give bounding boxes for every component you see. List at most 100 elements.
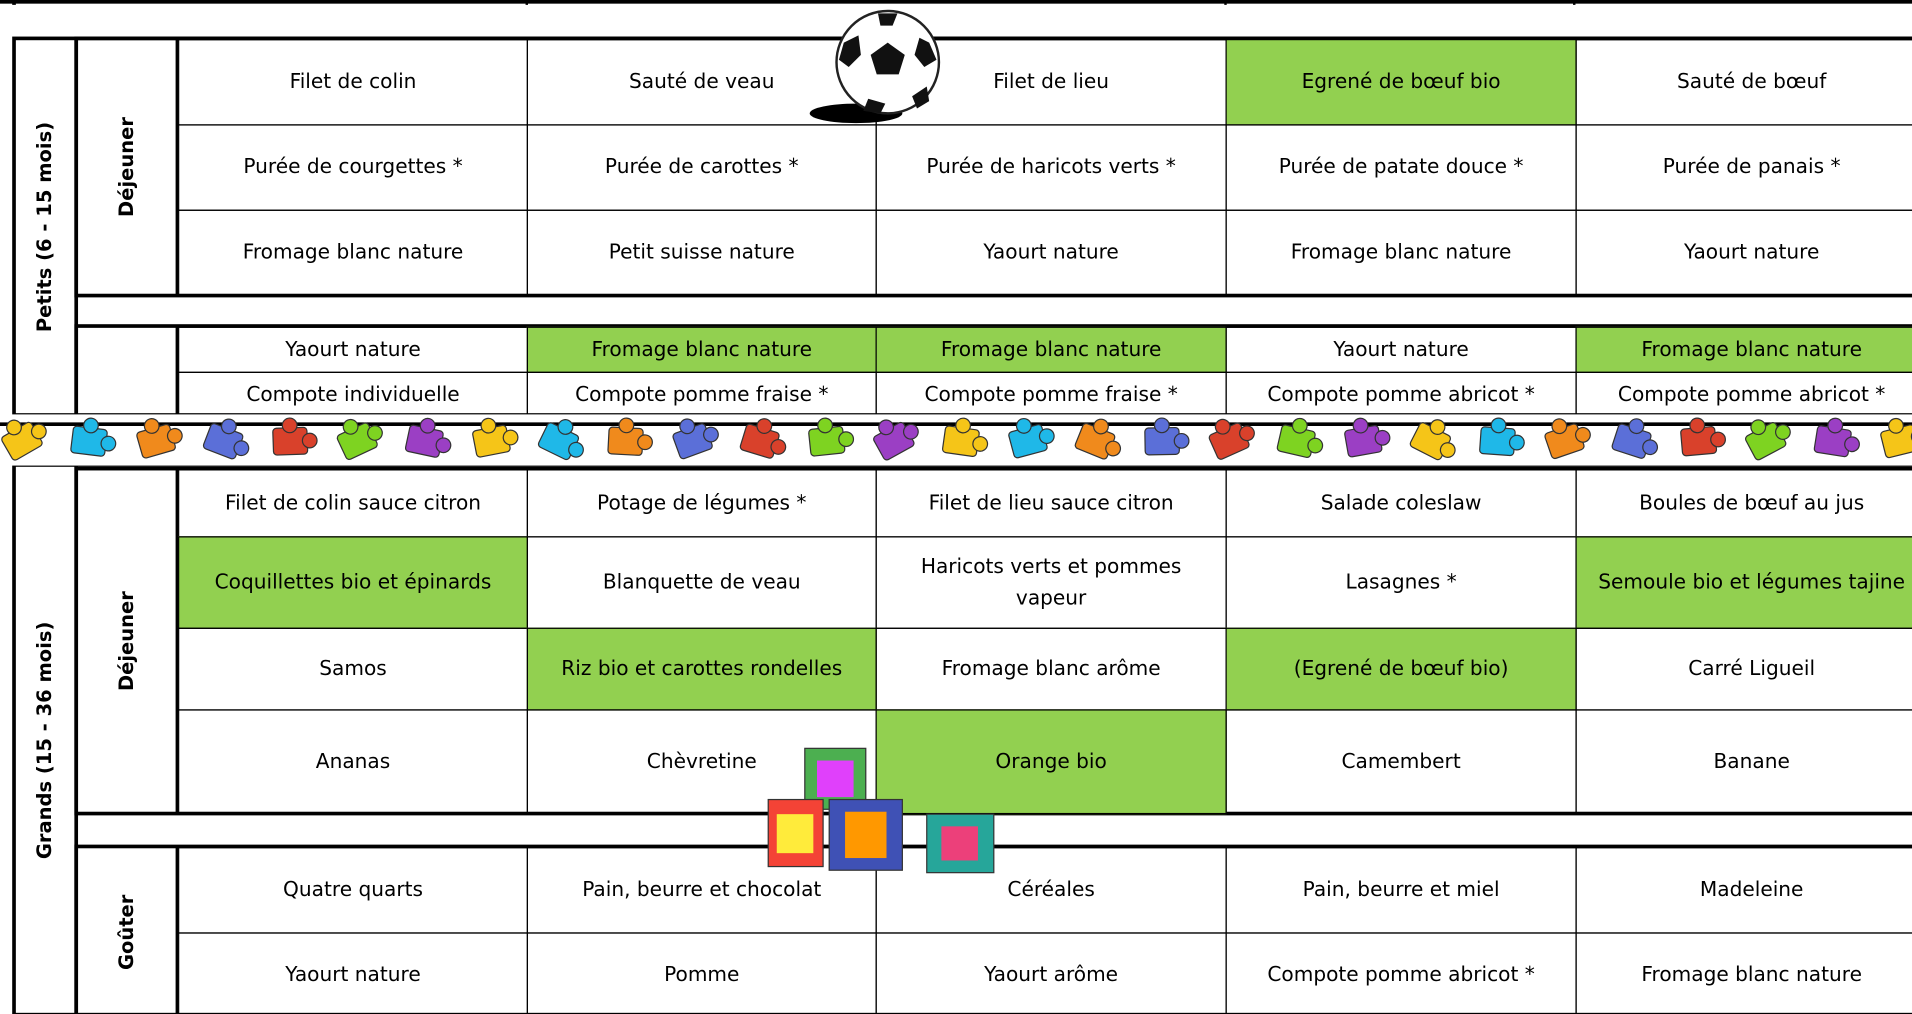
puzzle-piece	[70, 417, 117, 457]
puzzle-strip	[0, 414, 1912, 466]
meal-label-text: Déjeuner	[114, 117, 138, 217]
puzzle-piece	[1813, 417, 1860, 458]
menu-cell: Lasagnes *	[1225, 536, 1577, 629]
menu-cell: Boules de bœuf au jus	[1575, 469, 1912, 538]
meal-label-text: Goûter	[114, 894, 138, 971]
puzzle-piece	[136, 418, 183, 459]
menu-cell: Fromage blanc nature	[1575, 326, 1912, 373]
puzzle-piece	[537, 419, 584, 461]
menu-cell: Yaourt nature	[1225, 326, 1577, 373]
puzzle-piece	[1544, 418, 1591, 460]
menu-cell: Purée de courgettes *	[178, 124, 529, 211]
puzzle-piece	[1344, 417, 1391, 458]
puzzle-piece	[1479, 417, 1525, 457]
section-label-text: Petits (6 - 15 mois)	[32, 121, 56, 332]
menu-cell: Compote pomme abricot *	[1225, 371, 1577, 419]
menu-cell: Semoule bio et légumes tajine	[1575, 536, 1912, 629]
puzzle-piece	[472, 417, 519, 458]
section-label: Grands (15 - 36 mois)	[12, 463, 75, 1014]
menu-cell: Banane	[1575, 709, 1912, 815]
menu-cell: Quatre quarts	[178, 847, 529, 934]
menu-cell: Purée de haricots verts *	[875, 124, 1227, 211]
soccer-ball	[809, 9, 941, 124]
puzzle-piece	[404, 417, 452, 458]
menu-cell: Purée de carottes *	[526, 124, 877, 211]
menu-cell: (Egrené de bœuf bio)	[1225, 627, 1577, 711]
puzzle-piece	[336, 418, 383, 460]
menu-cell: Carré Ligueil	[1575, 627, 1912, 711]
puzzle-piece	[607, 417, 653, 456]
menu-cell: Madeleine	[1575, 847, 1912, 934]
menu-cell: Blanquette de veau	[526, 536, 877, 629]
puzzle-piece	[672, 418, 719, 460]
puzzle-piece	[1276, 417, 1324, 458]
menu-cell: Compote pomme fraise *	[526, 371, 877, 419]
menu-cell: Salade coleslaw	[1225, 469, 1577, 538]
menu-cell: Compote pomme abricot *	[1575, 371, 1912, 419]
puzzle-piece	[1611, 418, 1659, 459]
menu-cell: Petit suisse nature	[526, 209, 877, 297]
menu-cell: Yaourt nature	[875, 209, 1227, 297]
puzzle-piece	[1680, 417, 1726, 457]
meal-label-text: Déjeuner	[114, 591, 138, 692]
puzzle-piece	[873, 419, 919, 461]
puzzle-piece	[1409, 419, 1456, 461]
menu-cell: Fromage blanc nature	[875, 326, 1227, 373]
menu-cell: Yaourt arôme	[875, 932, 1227, 1014]
puzzle-piece	[1208, 418, 1255, 460]
puzzle-piece	[1745, 419, 1791, 461]
meal-label: Déjeuner	[76, 469, 179, 813]
menu-cell: Egrené de bœuf bio	[1225, 39, 1577, 126]
menu-cell: Coquillettes bio et épinards	[178, 536, 529, 629]
menu-cell: Filet de colin	[178, 39, 529, 126]
meal-label: Déjeuner	[76, 39, 179, 295]
menu-cell: Filet de lieu sauce citron	[875, 469, 1227, 538]
menu-cell: Fromage blanc nature	[526, 326, 877, 373]
puzzle-piece	[808, 417, 855, 457]
section-label-text: Grands (15 - 36 mois)	[32, 621, 56, 859]
menu-cell: Yaourt nature	[178, 326, 529, 373]
menu-cell: Purée de patate douce *	[1225, 124, 1577, 211]
puzzle-art	[0, 417, 1912, 461]
menu-cell: Potage de légumes *	[526, 469, 877, 538]
menu-cell: Fromage blanc nature	[1225, 209, 1577, 297]
menu-cell: Filet de colin sauce citron	[178, 469, 529, 538]
puzzle-piece	[1, 419, 47, 461]
top-border	[0, 0, 1912, 4]
puzzle-piece	[1074, 418, 1122, 460]
top-tick	[1573, 0, 1576, 5]
menu-cell: Compote pomme abricot *	[1225, 932, 1577, 1014]
section-label: Petits (6 - 15 mois)	[12, 37, 75, 417]
menu-cell: Fromage blanc nature	[1575, 932, 1912, 1014]
menu-cell: Fromage blanc arôme	[875, 627, 1227, 711]
puzzle-piece	[202, 418, 250, 460]
puzzle-piece	[941, 417, 989, 457]
menu-cell: Riz bio et carottes rondelles	[526, 627, 877, 711]
menu-cell: Orange bio	[875, 709, 1227, 815]
menu-cell: Yaourt nature	[178, 932, 529, 1014]
menu-cell: Compote individuelle	[178, 371, 529, 419]
top-tick	[525, 0, 529, 5]
meal-label: Goûter	[76, 847, 179, 1014]
top-tick	[12, 0, 16, 5]
menu-cell: Pomme	[526, 932, 877, 1014]
puzzle-piece	[739, 418, 787, 459]
puzzle-piece	[1880, 417, 1912, 459]
menu-cell: Yaourt nature	[1575, 209, 1912, 297]
menu-cell: Camembert	[1225, 709, 1577, 815]
menu-cell: Sauté de bœuf	[1575, 39, 1912, 126]
menu-cell: Samos	[178, 627, 529, 711]
toy-blocks	[767, 747, 995, 874]
menu-cell: Compote pomme fraise *	[875, 371, 1227, 419]
meal-label	[76, 326, 179, 417]
menu-cell: Pain, beurre et miel	[1225, 847, 1577, 934]
menu-cell: Purée de panais *	[1575, 124, 1912, 211]
top-tick	[1224, 0, 1227, 5]
menu-cell: Haricots verts et pommes vapeur	[875, 536, 1227, 629]
puzzle-piece	[1008, 417, 1055, 459]
menu-cell: Fromage blanc nature	[178, 209, 529, 297]
puzzle-piece	[1144, 417, 1190, 456]
